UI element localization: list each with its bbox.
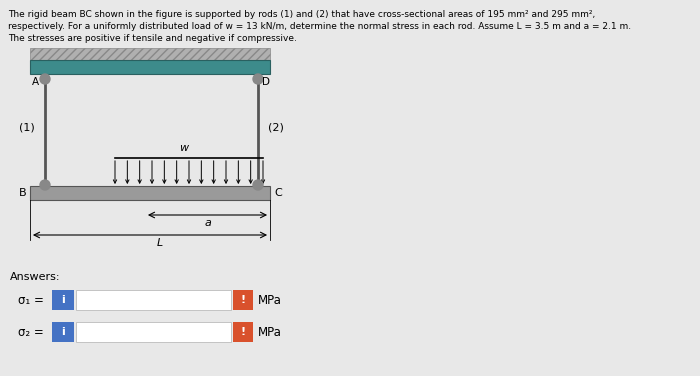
Bar: [76, 290, 231, 310]
Bar: [233, 290, 253, 310]
Text: w: w: [179, 143, 188, 153]
Text: σ₁ =: σ₁ =: [18, 294, 44, 306]
Text: !: !: [240, 327, 246, 337]
Bar: [233, 322, 253, 342]
Text: L: L: [157, 238, 163, 248]
Text: Answers:: Answers:: [10, 272, 60, 282]
Text: The stresses are positive if tensile and negative if compressive.: The stresses are positive if tensile and…: [8, 34, 297, 43]
Circle shape: [253, 180, 263, 190]
Bar: [30, 60, 270, 74]
Text: !: !: [240, 295, 246, 305]
Bar: [76, 322, 231, 342]
Text: respectively. For a uniformly distributed load of w = 13 kN/m, determine the nor: respectively. For a uniformly distribute…: [8, 22, 631, 31]
Circle shape: [40, 74, 50, 84]
Bar: [30, 48, 270, 60]
Bar: [52, 290, 74, 310]
Bar: [30, 186, 270, 200]
Text: i: i: [61, 327, 65, 337]
Text: D: D: [262, 77, 270, 87]
Text: A: A: [32, 77, 39, 87]
Text: The rigid beam BC shown in the figure is supported by rods (1) and (2) that have: The rigid beam BC shown in the figure is…: [8, 10, 595, 19]
Text: C: C: [274, 188, 281, 198]
Text: MPa: MPa: [258, 294, 282, 306]
Circle shape: [253, 74, 263, 84]
Text: i: i: [61, 295, 65, 305]
Text: B: B: [18, 188, 26, 198]
Text: σ₂ =: σ₂ =: [18, 326, 43, 338]
Bar: [52, 322, 74, 342]
Text: (2): (2): [268, 122, 284, 132]
Text: (1): (1): [20, 122, 35, 132]
Text: MPa: MPa: [258, 326, 282, 338]
Circle shape: [40, 180, 50, 190]
Text: a: a: [204, 218, 211, 228]
